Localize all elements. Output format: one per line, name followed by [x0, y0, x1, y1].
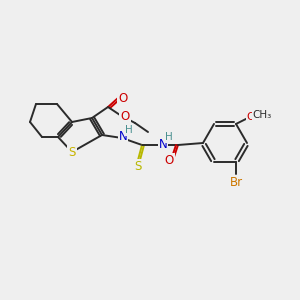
Text: O: O: [118, 92, 127, 104]
Text: O: O: [120, 110, 130, 122]
Text: N: N: [118, 130, 127, 143]
Text: O: O: [247, 112, 255, 122]
Text: H: H: [125, 125, 133, 135]
Text: S: S: [134, 160, 142, 172]
Text: CH₃: CH₃: [252, 110, 272, 120]
Text: Br: Br: [230, 176, 243, 189]
Text: N: N: [159, 137, 167, 151]
Text: O: O: [164, 154, 174, 166]
Text: H: H: [165, 132, 173, 142]
Text: S: S: [68, 146, 76, 158]
